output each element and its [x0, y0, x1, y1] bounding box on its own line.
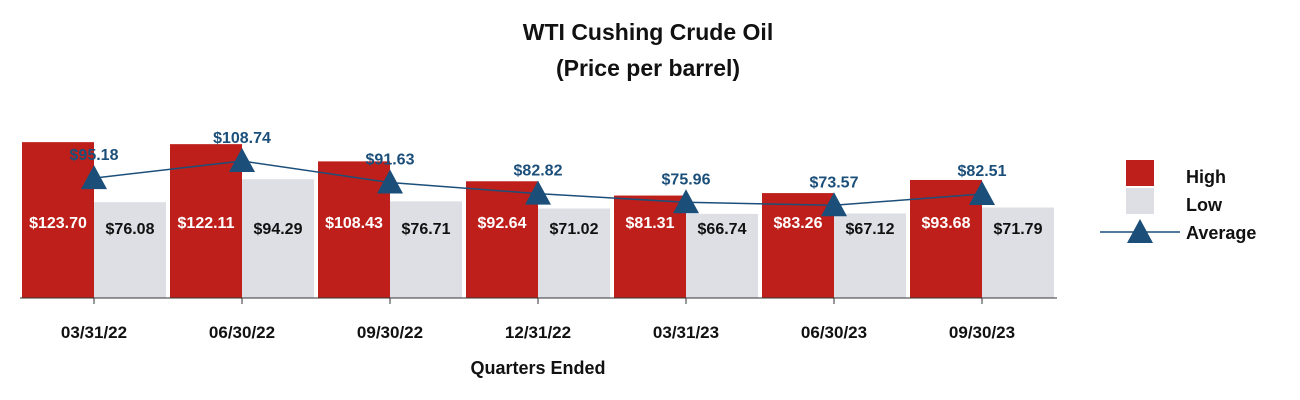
- x-tick-label: 06/30/22: [209, 323, 275, 342]
- data-label-high: $123.70: [29, 215, 87, 232]
- data-label-high: $122.11: [178, 215, 235, 232]
- bar-high: [170, 144, 242, 298]
- average-line-group: $95.18 $108.74 $91.63 $82.82 $75.96 $73.57 $82…: [70, 130, 1007, 217]
- x-tick-label: 09/30/22: [357, 323, 423, 342]
- chart-title: WTI Cushing Crude Oil: [523, 19, 773, 45]
- x-tick-label: 12/31/22: [505, 323, 571, 342]
- data-label-high: $81.31: [626, 215, 675, 232]
- data-label-low: $71.79: [994, 221, 1043, 238]
- data-label-high: $83.26: [774, 215, 823, 232]
- bar-high: [22, 142, 94, 298]
- data-label-high: $93.68: [922, 215, 971, 232]
- bar-low: [242, 179, 314, 298]
- chart-subtitle: (Price per barrel): [556, 55, 740, 81]
- legend-swatch-low: [1126, 188, 1154, 214]
- x-tick-label: 03/31/23: [653, 323, 719, 342]
- legend-swatch-high: [1126, 160, 1154, 186]
- x-tick-label: 09/30/23: [949, 323, 1015, 342]
- legend-label-average: Average: [1186, 223, 1256, 243]
- bars-group: [22, 142, 1054, 298]
- average-marker: [525, 180, 551, 205]
- data-labels-group: $123.70 $76.08 $122.11 $94.29 $108.43 $76.71 $…: [29, 215, 1042, 238]
- data-label-high: $108.43: [325, 215, 383, 232]
- bar-low: [94, 202, 166, 298]
- average-marker: [969, 181, 995, 206]
- data-label-low: $67.12: [846, 221, 895, 238]
- data-label-high: $92.64: [478, 215, 527, 232]
- data-label-low: $76.08: [106, 221, 155, 238]
- average-marker: [229, 147, 255, 172]
- bar-low: [390, 201, 462, 298]
- data-label-low: $71.02: [550, 221, 599, 238]
- bar-high: [318, 161, 390, 298]
- data-label-average: $91.63: [366, 152, 415, 169]
- bar-high: [466, 181, 538, 298]
- bar-low: [982, 207, 1054, 298]
- x-tick-label: 03/31/22: [61, 323, 127, 342]
- data-label-low: $66.74: [698, 221, 747, 238]
- legend: High Low Average: [1100, 160, 1256, 243]
- data-label-average: $82.51: [958, 163, 1007, 180]
- average-marker: [821, 192, 847, 217]
- data-label-low: $94.29: [254, 221, 303, 238]
- data-label-low: $76.71: [402, 221, 451, 238]
- bar-low: [538, 208, 610, 298]
- average-marker: [81, 165, 107, 190]
- x-axis-title: Quarters Ended: [470, 358, 605, 378]
- x-ticks-group: 03/31/22 06/30/22 09/30/22 12/31/22 03/31/23…: [61, 298, 1015, 342]
- data-label-average: $108.74: [213, 130, 271, 147]
- bar-high: [910, 179, 982, 298]
- x-tick-label: 06/30/23: [801, 323, 867, 342]
- bar-high: [762, 193, 834, 298]
- legend-marker-average: [1127, 219, 1153, 243]
- legend-label-high: High: [1186, 167, 1226, 187]
- data-label-average: $73.57: [810, 174, 859, 191]
- legend-label-low: Low: [1186, 195, 1223, 215]
- data-label-average: $75.96: [662, 171, 711, 188]
- average-marker: [673, 189, 699, 214]
- bar-low: [686, 213, 758, 298]
- data-label-average: $82.82: [514, 163, 563, 180]
- data-label-average: $95.18: [70, 147, 119, 164]
- average-marker: [377, 169, 403, 194]
- bar-low: [834, 213, 906, 298]
